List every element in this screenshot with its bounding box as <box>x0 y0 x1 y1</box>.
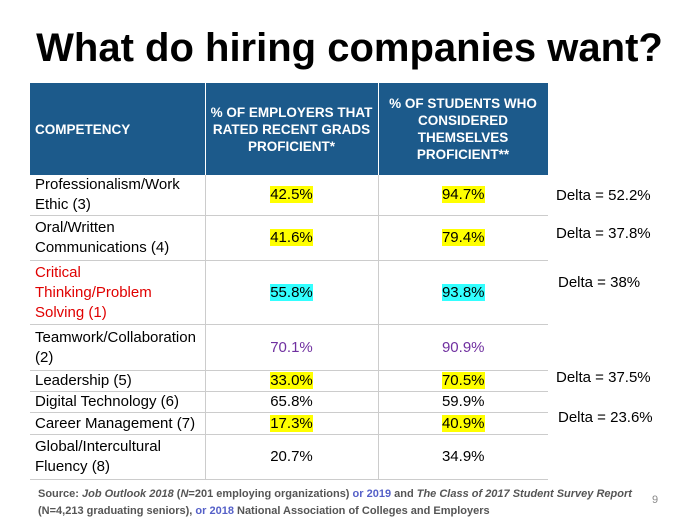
competency: Professionalism/Work Ethic (3) <box>30 175 206 216</box>
source-text: Source: <box>38 488 83 500</box>
source-text: Job Outlook 2018 <box>82 488 174 500</box>
source-text: National Association of Colleges and Emp… <box>233 505 490 517</box>
cell: 94.7% <box>378 175 548 216</box>
source-text: or 2019 <box>352 488 392 500</box>
student-value: 79.4% <box>441 229 485 246</box>
employer-value: 65.8% <box>205 391 379 413</box>
source-text: and <box>391 488 417 500</box>
employer-value: 17.3% <box>270 414 313 432</box>
student-value: 70.5% <box>441 372 485 389</box>
source-text: ( <box>173 488 181 500</box>
cell: 17.3% <box>205 412 379 435</box>
delta: Delta = 38% <box>558 274 641 291</box>
employer-value: 55.8% <box>270 283 313 301</box>
employer-value: 42.5% <box>270 186 313 203</box>
employer-value: 33.0% <box>270 372 313 389</box>
student-value: 59.9% <box>378 391 548 413</box>
competency: Global/Intercultural Fluency (8) <box>30 434 206 480</box>
cell: 42.5% <box>205 175 379 216</box>
page-number: 9 <box>652 494 659 506</box>
source-note: Source: Job Outlook 2018 (N=201 employin… <box>38 486 632 520</box>
source-text: =201 employing organizations) <box>188 488 353 500</box>
row: Critical Thinking/Problem Solving (1) 55… <box>30 260 548 325</box>
row: Professionalism/Work Ethic (3) 42.5% 94.… <box>30 175 548 216</box>
delta: Delta = 23.6% <box>558 409 653 426</box>
cell: 93.8% <box>378 260 548 325</box>
cell: 40.9% <box>378 412 548 435</box>
cell: 41.6% <box>205 215 379 261</box>
header-cell: COMPETENCY <box>30 83 206 175</box>
student-value: 40.9% <box>441 414 485 432</box>
row: Leadership (5) 33.0% 70.5% <box>30 370 548 392</box>
row: Global/Intercultural Fluency (8) 20.7% 3… <box>30 434 548 480</box>
source-text: N <box>180 488 189 500</box>
cell: 79.4% <box>378 215 548 261</box>
competency: Leadership (5) <box>30 370 206 392</box>
source-text: The Class of 2017 Student Survey Report <box>416 488 632 500</box>
student-value: 34.9% <box>378 434 548 480</box>
row: Teamwork/Collaboration (2) 70.1% 90.9% <box>30 324 548 371</box>
slide-title: What do hiring companies want? <box>36 26 663 70</box>
header-cell: % OF STUDENTS WHO CONSIDERED THEMSELVES … <box>378 83 549 175</box>
delta: Delta = 52.2% <box>556 187 651 204</box>
employer-value: 70.1% <box>205 324 379 371</box>
header-row: COMPETENCY % OF EMPLOYERS THAT RATED REC… <box>30 83 549 175</box>
cell: 33.0% <box>205 370 379 392</box>
competency: Oral/Written Communications (4) <box>30 215 206 261</box>
employer-value: 20.7% <box>205 434 379 480</box>
student-value: 94.7% <box>441 186 485 203</box>
cell: 55.8% <box>205 260 379 325</box>
competency: Teamwork/Collaboration (2) <box>30 324 206 371</box>
delta: Delta = 37.8% <box>556 225 651 242</box>
student-value: 93.8% <box>441 283 485 301</box>
row: Digital Technology (6) 65.8% 59.9% <box>30 391 548 413</box>
delta: Delta = 37.5% <box>556 369 651 386</box>
source-text: (N=4,213 graduating seniors), <box>38 505 196 517</box>
student-value: 90.9% <box>378 324 548 371</box>
cell: 70.5% <box>378 370 548 392</box>
row: Oral/Written Communications (4) 41.6% 79… <box>30 215 548 261</box>
row: Career Management (7) 17.3% 40.9% <box>30 412 548 435</box>
competency: Career Management (7) <box>30 412 206 435</box>
competency: Critical Thinking/Problem Solving (1) <box>30 260 206 325</box>
source-text: or 2018 <box>195 505 234 517</box>
header-cell: % OF EMPLOYERS THAT RATED RECENT GRADS P… <box>205 83 379 175</box>
competency-table: COMPETENCY % OF EMPLOYERS THAT RATED REC… <box>30 83 549 480</box>
employer-value: 41.6% <box>270 229 313 246</box>
competency: Digital Technology (6) <box>30 391 206 413</box>
